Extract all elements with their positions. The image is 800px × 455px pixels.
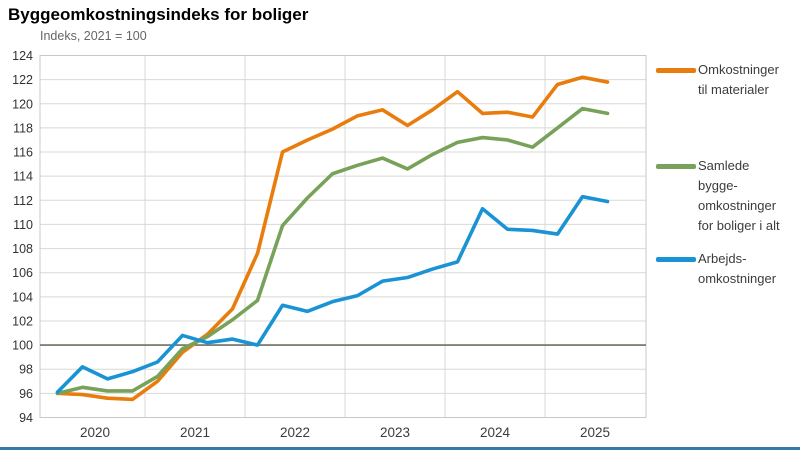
legend-swatch-materials-icon (656, 68, 696, 73)
y-tick-label: 114 (13, 170, 33, 184)
legend-label-materials: Omkostninger til materialer (698, 62, 779, 98)
plot-border (39, 55, 647, 418)
x-tick-label: 2020 (80, 425, 110, 440)
y-tick-label: 118 (13, 121, 33, 135)
x-tick-label: 2022 (280, 425, 310, 440)
page-title: Byggeomkostningsindeks for boliger (8, 5, 309, 24)
legend-swatch-labor-icon (656, 257, 696, 262)
y-tick-label: 104 (12, 290, 33, 304)
x-tick-label: 2025 (580, 425, 610, 440)
legend-label-total: Samlede bygge- omkostninger for boliger … (698, 158, 780, 234)
footer-rule (0, 447, 800, 450)
y-tick-label: 98 (19, 363, 33, 377)
legend-item-materials: Omkostninger til materialer (656, 60, 779, 100)
y-tick-label: 124 (12, 49, 33, 63)
y-tick-label: 94 (19, 411, 33, 425)
series-line-labor (55, 194, 610, 394)
y-tick-label: 102 (12, 314, 33, 328)
series-line-materials (55, 75, 610, 402)
x-tick-label: 2024 (480, 425, 511, 440)
chart-svg: 94 96 98 100 102 104 106 108 110 112 114 116 118 120 1… (12, 49, 647, 440)
y-tick-label: 112 (13, 194, 33, 208)
y-tick-label: 116 (13, 146, 33, 160)
legend-item-total: Samlede bygge- omkostninger for boliger … (656, 156, 780, 237)
x-tick-label: 2023 (380, 425, 410, 440)
x-tick-label: 2021 (180, 425, 210, 440)
y-tick-label: 100 (12, 339, 33, 353)
y-tick-label: 96 (19, 387, 33, 401)
legend-swatch-total-icon (656, 164, 696, 169)
y-tick-label: 122 (12, 73, 33, 87)
y-tick-label: 120 (12, 97, 33, 111)
chart-subtitle: Indeks, 2021 = 100 (40, 29, 147, 43)
legend-item-labor: Arbejds- omkostninger (656, 249, 776, 289)
y-tick-label: 108 (12, 242, 33, 256)
series-line-total (55, 106, 610, 396)
y-tick-label: 110 (13, 218, 33, 232)
legend-label-labor: Arbejds- omkostninger (698, 251, 777, 287)
y-tick-label: 106 (12, 266, 33, 280)
